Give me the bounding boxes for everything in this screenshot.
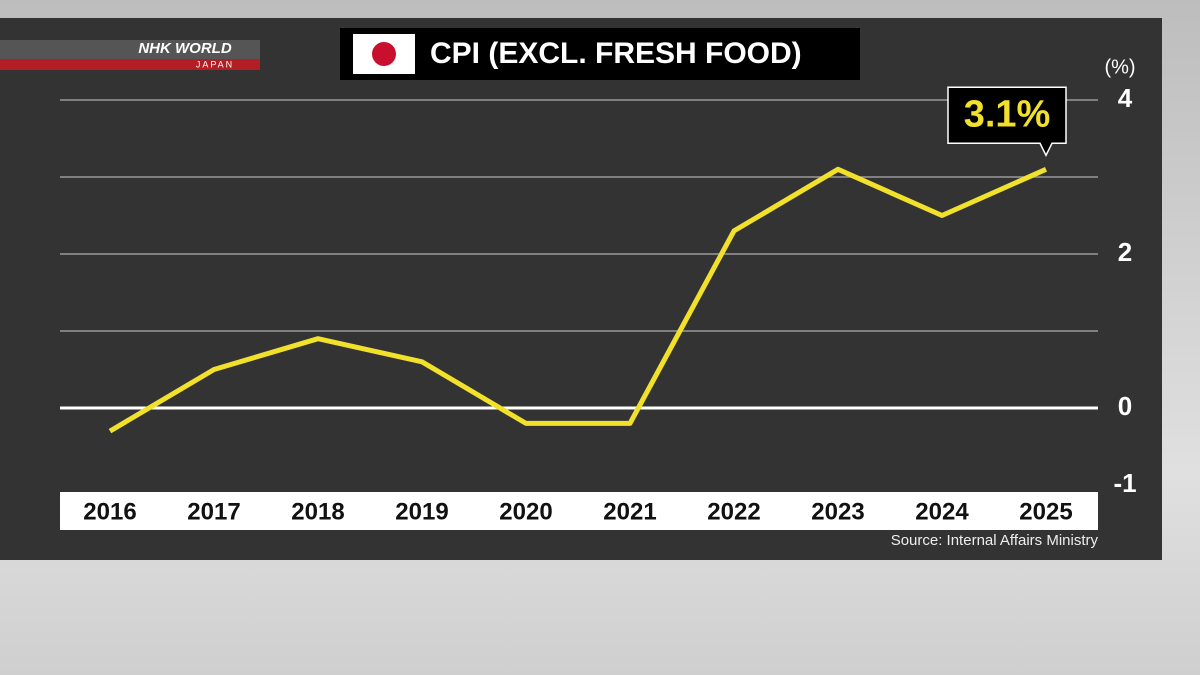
callout-box [947, 86, 1067, 157]
x-tick-label: 2018 [291, 498, 344, 525]
x-band [60, 492, 1098, 530]
y-tick-label: 4 [1118, 83, 1133, 113]
chart-title: CPI (EXCL. FRESH FOOD) [430, 37, 802, 70]
x-tick-label: 2016 [83, 498, 136, 525]
y-unit: (%) [1104, 56, 1135, 78]
x-tick-label: 2023 [811, 498, 864, 525]
y-tick-label: 0 [1118, 391, 1132, 421]
x-tick-label: 2021 [603, 498, 656, 525]
flag-sun [372, 42, 396, 66]
line [108, 166, 1048, 434]
x-tick-label: 2017 [187, 498, 240, 525]
title-box [340, 28, 860, 80]
x-tick-label: 2019 [395, 498, 448, 525]
x-tick-label: 2022 [707, 498, 760, 525]
logo: NHK WORLD [138, 40, 231, 57]
source: Source: Internal Affairs Ministry [891, 532, 1099, 549]
value-label: 3.1% [964, 93, 1051, 135]
logo-bar [0, 59, 260, 70]
logo-sub: JAPAN [196, 59, 234, 69]
y-tick-label: -1 [1113, 468, 1136, 498]
y-tick-label: 2 [1118, 237, 1132, 267]
x-tick-label: 2024 [915, 498, 969, 525]
x-tick-label: 2025 [1019, 498, 1072, 525]
x-tick-label: 2020 [499, 498, 552, 525]
